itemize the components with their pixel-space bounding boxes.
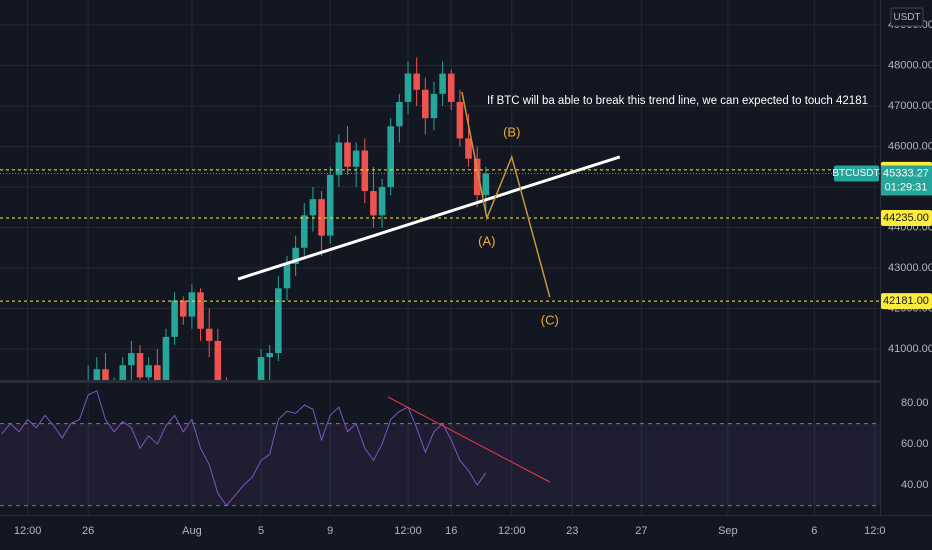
x-tick-label: 27 (635, 525, 647, 537)
rsi-band-fill (0, 423, 880, 506)
candle-body (404, 73, 412, 102)
candle-body (396, 101, 403, 127)
candle-body (352, 150, 360, 167)
last-price: 45333.27 (883, 167, 929, 179)
candle-body (93, 369, 101, 380)
candle-body (179, 300, 187, 317)
trend-line (237, 155, 621, 281)
candle-body (318, 199, 325, 236)
x-tick-label: 6 (811, 525, 817, 537)
candle-body (439, 73, 446, 94)
candle-body (283, 263, 291, 289)
candle-body (136, 353, 144, 378)
candle-body (309, 199, 317, 216)
candle-body (275, 288, 282, 354)
wave-label: (C) (541, 312, 559, 327)
candle-body (197, 292, 204, 329)
price-pane: (A) (B) (C) (0, 57, 880, 380)
candle-body (387, 126, 395, 188)
annotation: If BTC will ba able to break this trend … (487, 95, 868, 107)
candle-body (300, 215, 308, 248)
y-tick-label: 43000.00 (888, 262, 932, 274)
candle-body (292, 247, 299, 264)
x-tick-label: Aug (182, 525, 202, 537)
symbol-box (834, 165, 879, 182)
level-label: 42181.00 (883, 295, 929, 307)
symbol: BTCUSDT (832, 168, 879, 179)
wave-path (461, 91, 551, 298)
rsi-tick-label: 80.00 (901, 397, 929, 409)
x-tick-label: 23 (566, 525, 578, 537)
last-price-box (881, 165, 932, 196)
wave-label: (B) (503, 124, 520, 139)
x-tick-label: 5 (258, 525, 264, 537)
candle-body (145, 365, 152, 378)
rsi-trend-line (387, 396, 551, 483)
level-label-box (881, 293, 932, 310)
candle-body (188, 292, 196, 317)
candle-body (162, 336, 170, 380)
x-tick-label: 26 (82, 525, 94, 537)
x-tick-label: 16 (445, 525, 457, 537)
rsi-tick-label: 60.00 (901, 438, 929, 450)
candle-body (447, 73, 455, 102)
rsi-pane (0, 390, 880, 507)
currency-box[interactable] (890, 7, 924, 27)
candle-body (482, 173, 490, 196)
candle-body (361, 150, 369, 192)
x-tick-label: 12:00 (14, 525, 42, 537)
y-tick-label: 41000.00 (888, 343, 932, 355)
candle-body (171, 300, 178, 337)
candle-body (205, 328, 213, 341)
x-tick-label: 12:00 (498, 525, 526, 537)
countdown: 01:29:31 (885, 181, 928, 193)
x-tick-label: 9 (327, 525, 333, 537)
candle-body (119, 365, 127, 380)
x-tick-label: Sep (718, 525, 738, 537)
y-tick-label: 48000.00 (888, 59, 932, 71)
rsi-line (1, 390, 487, 507)
candle-body (257, 357, 265, 380)
grid (0, 0, 880, 515)
candle-body (430, 93, 438, 119)
rsi-tick-label: 40.00 (901, 479, 929, 491)
candle-body (266, 353, 273, 358)
candle-body (465, 138, 472, 159)
x-tick-label: 12:00 (394, 525, 422, 537)
y-tick-label: 46000.00 (888, 140, 932, 152)
candle-body (473, 158, 481, 196)
level-label-box (881, 209, 932, 226)
candle-body (335, 142, 343, 175)
x-tick-label: 12:0 (864, 525, 885, 537)
candle-body (102, 369, 109, 380)
wave-label: (A) (478, 233, 495, 248)
candle-body (378, 187, 386, 216)
candle-body (128, 353, 135, 366)
candle-body (370, 191, 377, 216)
candle-body (214, 340, 222, 380)
y-tick-label: 47000.00 (888, 100, 932, 112)
candle-body (344, 142, 351, 167)
candle-body (154, 365, 161, 380)
axes: 12:00 26 Aug 5 9 12:00 16 12:00 23 27 Sep 6 12:0 4100… (14, 19, 932, 537)
candle-body (326, 174, 334, 236)
currency: USDT (893, 12, 920, 23)
candle-body (456, 101, 464, 139)
candle-body (413, 73, 420, 90)
candle-body (422, 89, 429, 119)
level-label: 44235.00 (883, 212, 929, 224)
